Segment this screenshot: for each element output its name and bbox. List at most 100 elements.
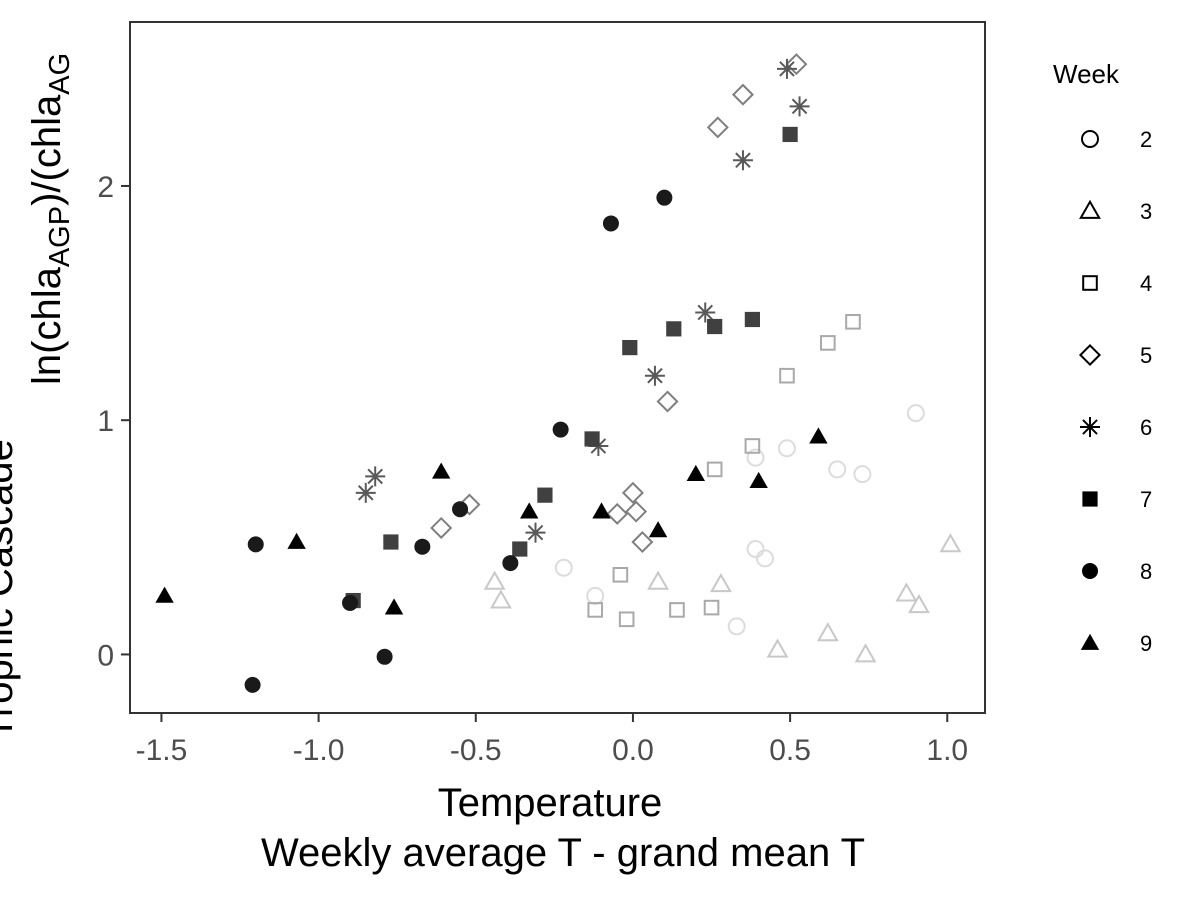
data-point [828,460,847,479]
data-point [908,594,930,614]
plot-panel-border [129,21,986,714]
data-point [342,594,359,611]
data-point [703,599,720,616]
data-point [483,570,506,590]
legend-label: 7 [1140,487,1152,512]
data-points [155,53,962,693]
data-point [525,522,546,543]
data-point [906,404,925,423]
y-axis-title-line-1: ln(chlaAGP)/(chlaAG [25,53,76,385]
data-point [554,558,573,577]
data-point [782,126,798,143]
data-point [512,541,528,557]
data-point [520,502,539,519]
series-week-7 [345,126,798,609]
x-axis-title-line-1: Temperature [438,781,663,825]
series-week-4 [587,314,861,628]
data-point [587,602,604,618]
series-week-3 [483,533,962,663]
legend-label: 9 [1140,631,1152,656]
legend-label: 5 [1140,343,1152,368]
data-point [695,302,716,323]
legend-key-diamond-open-icon [1078,343,1102,367]
x-tick-label: 1.0 [926,734,968,767]
data-point [383,534,399,550]
data-point [365,466,386,487]
data-point [644,365,665,386]
data-point [537,487,553,503]
data-point [592,502,611,519]
data-point [244,676,261,693]
y-axis-title-line-2: Trophic Cascade [0,439,21,740]
data-point [707,318,723,335]
legend-key-triangle-open-icon [1079,199,1101,219]
y-axis-title: ln(chlaAGP)/(chlaAG Trophic Cascade [0,53,76,740]
data-point [854,643,877,663]
data-point [789,96,810,117]
data-point [647,570,670,590]
legend-key-circle-filled-icon [1082,563,1098,579]
legend-item-week-4: 4 [1082,271,1152,296]
data-point [247,536,264,553]
data-point [648,521,668,538]
data-point [732,150,753,171]
data-point [502,555,519,572]
data-point [489,589,512,609]
legend: Week 2 3 4 5 6 7 8 9 [1053,59,1152,656]
legend-key-asterisk-icon [1080,417,1100,437]
data-point [777,439,796,458]
legend-item-week-6: 6 [1080,415,1152,440]
data-point [766,638,789,658]
data-point [430,516,453,539]
data-point [731,83,754,106]
data-point [452,501,469,518]
legend-key-square-open-icon [1082,275,1098,291]
data-point [785,53,808,76]
series-week-5 [430,53,808,554]
data-point [669,602,685,618]
y-tick-label: 0 [97,639,114,672]
data-point [656,390,679,413]
data-point [458,493,481,516]
axes: -1.5 -1.0 -0.5 0.0 0.5 1.0 0 1 2 [97,171,968,767]
data-point [686,464,706,481]
data-point [895,582,918,602]
y-tick-label: 1 [97,405,114,438]
data-point [355,482,376,503]
plot-area [129,21,986,714]
data-point [584,431,600,447]
legend-item-week-5: 5 [1078,343,1152,368]
data-point [744,438,761,454]
data-point [809,427,828,444]
series-week-9 [155,427,828,615]
data-point [853,465,872,484]
data-point [384,598,404,615]
legend-label: 8 [1140,559,1152,584]
y-tick-label: 2 [97,171,114,204]
data-point [779,367,795,384]
data-point [631,530,654,554]
data-point [552,421,569,438]
data-point [706,461,723,478]
x-tick-label: -1.5 [136,734,188,767]
x-tick-label: -0.5 [450,734,502,767]
series-week-6 [355,58,810,543]
data-point [606,502,629,525]
data-point [414,538,431,555]
series-week-8 [244,189,673,693]
data-point [845,314,861,330]
data-point [622,339,638,356]
data-point [287,532,306,549]
data-point [706,116,729,139]
legend-item-week-7: 7 [1082,487,1152,512]
data-point [155,586,174,603]
legend-key-triangle-filled-icon [1080,633,1100,650]
data-point [749,471,768,489]
data-point [939,533,962,553]
data-point [431,462,451,479]
data-point [618,611,635,628]
data-point [746,448,765,467]
legend-title: Week [1053,59,1120,89]
data-point [625,500,648,523]
